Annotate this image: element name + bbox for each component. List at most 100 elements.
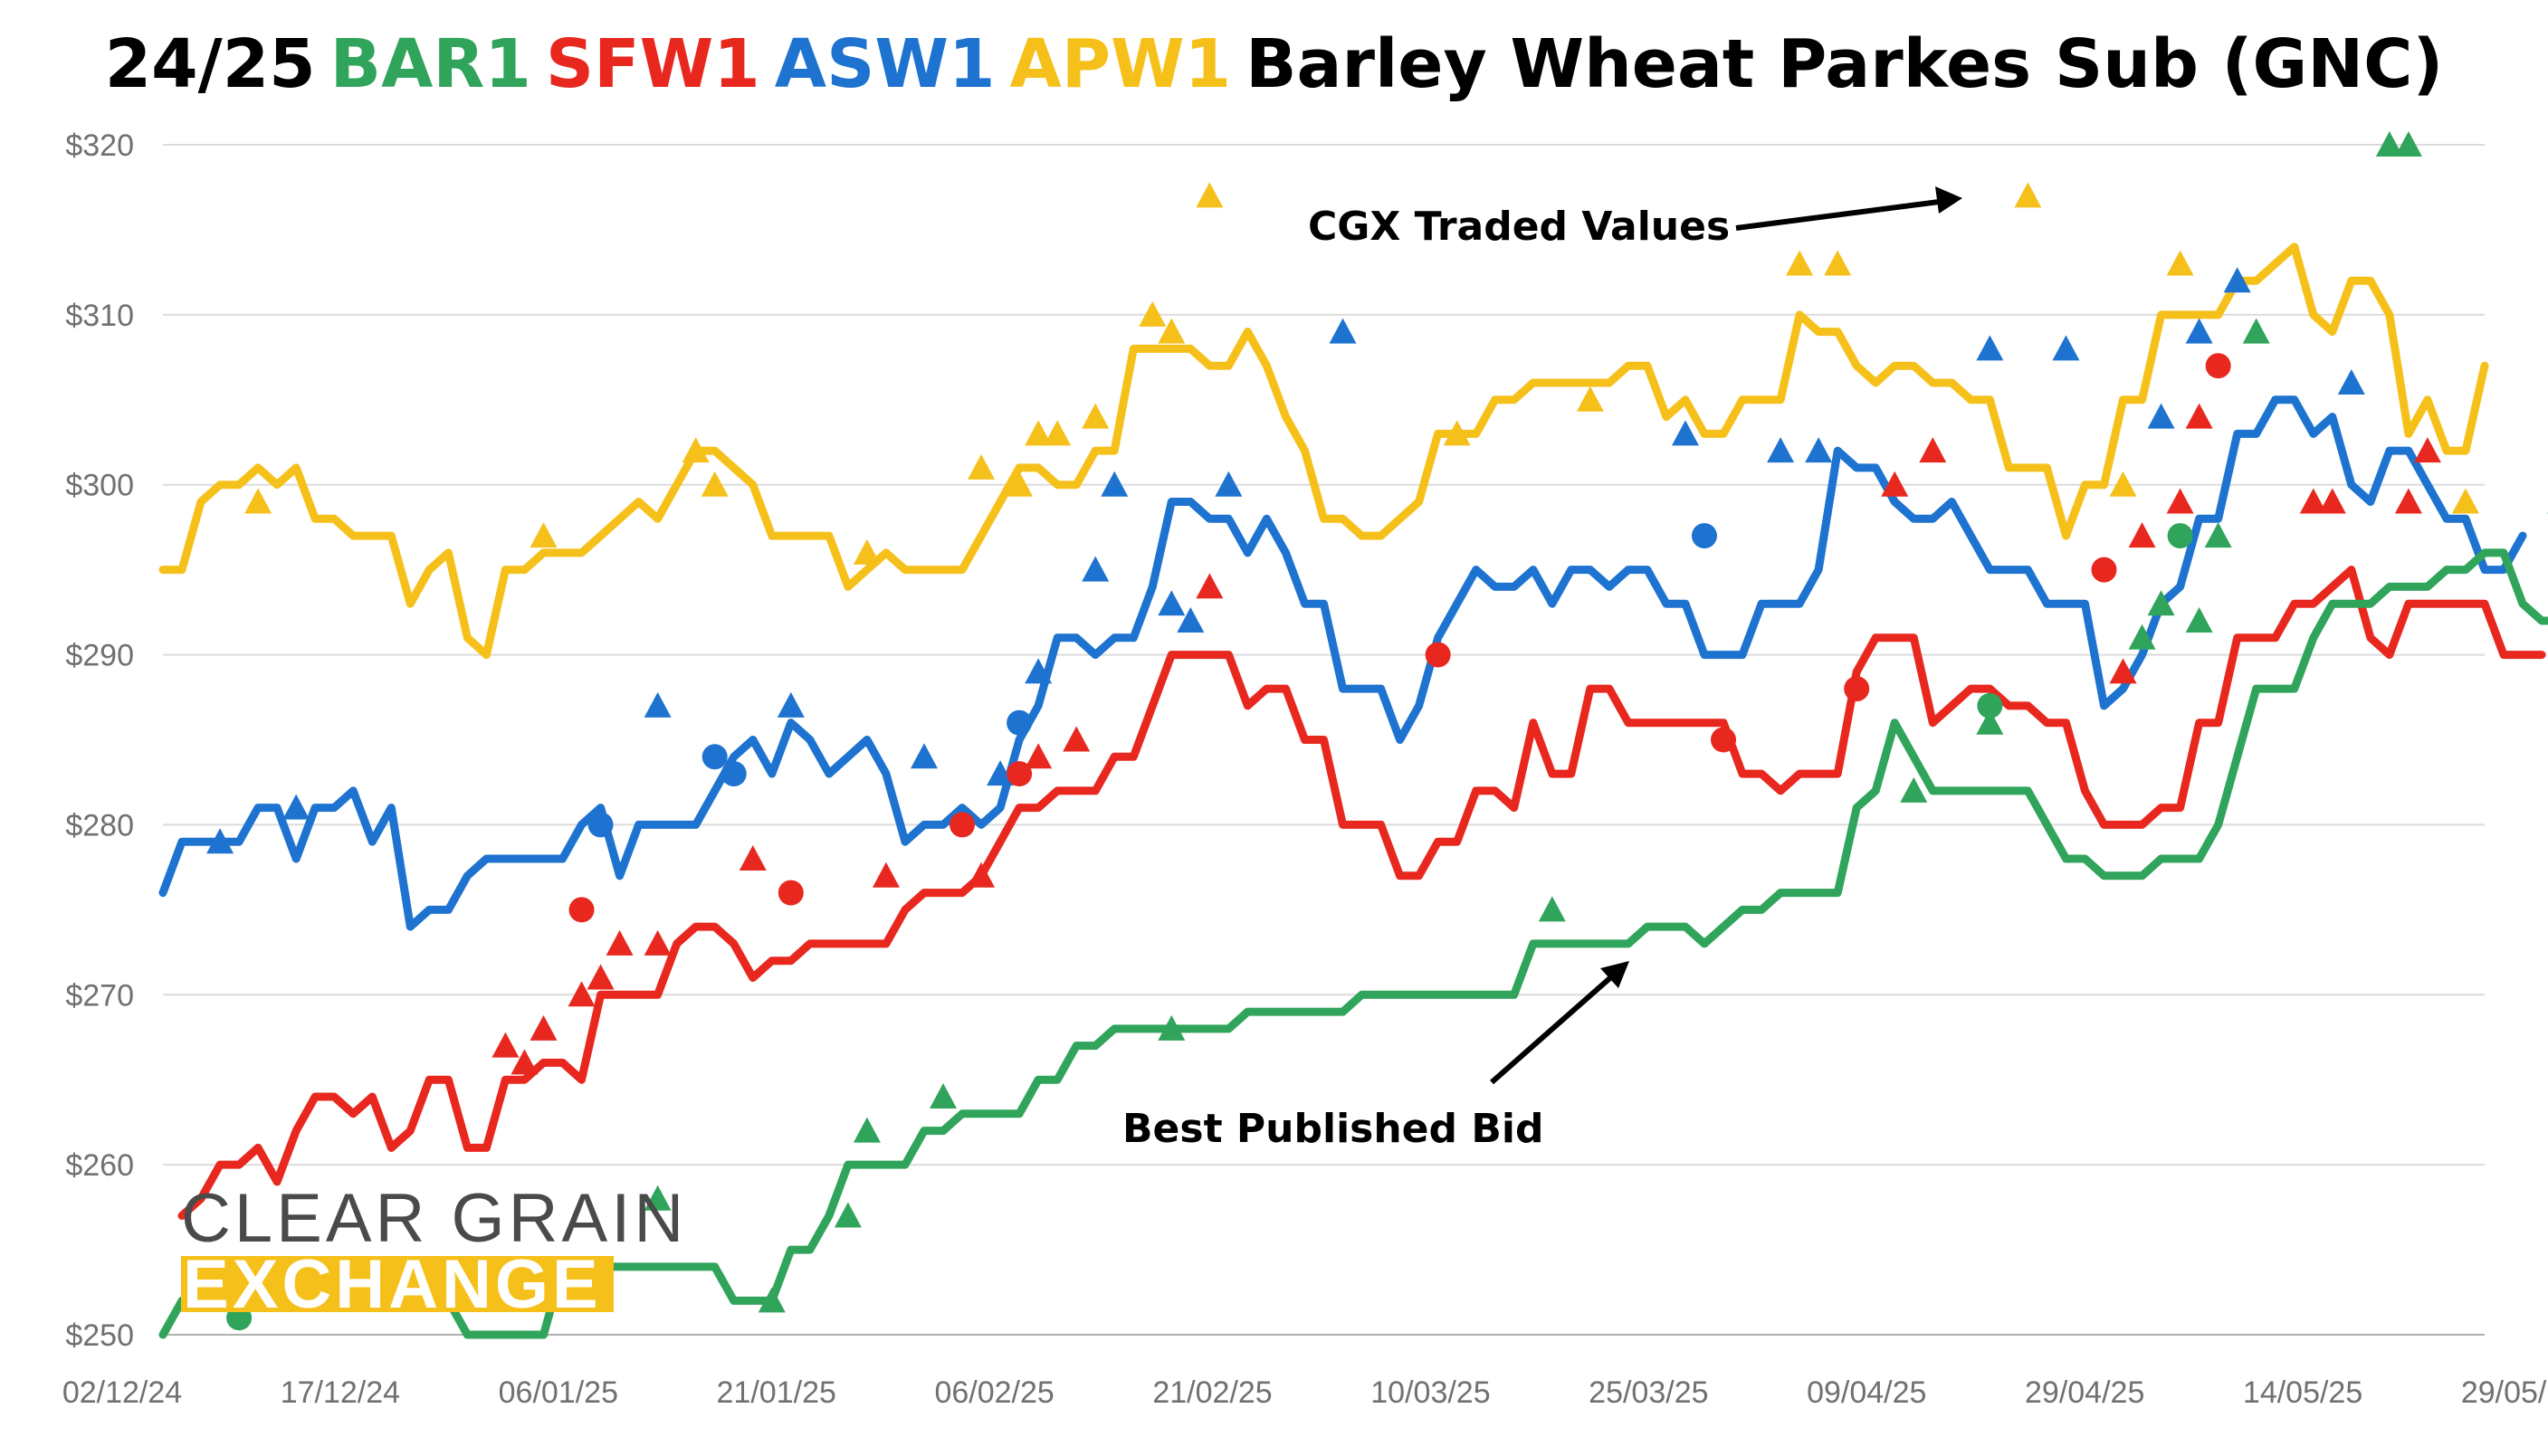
traded-triangle-sfw1: [491, 1032, 520, 1058]
traded-circle-asw1: [587, 812, 614, 838]
traded-circle-asw1: [701, 744, 728, 770]
traded-triangle-apw1: [853, 538, 881, 565]
traded-triangle-asw1: [1215, 471, 1243, 497]
traded-triangle-apw1: [244, 488, 272, 514]
traded-triangle-apw1: [1196, 182, 1224, 208]
y-tick-label: $260: [65, 1148, 134, 1183]
logo-banner: [181, 1256, 614, 1312]
y-tick-label: $250: [65, 1318, 134, 1353]
traded-circle-sfw1: [2205, 353, 2231, 379]
traded-triangle-apw1: [1443, 420, 1471, 446]
traded-triangle-asw1: [987, 760, 1015, 786]
title-series-asw1: ASW1: [774, 25, 996, 103]
x-tick-label: 17/12/24: [281, 1375, 400, 1410]
traded-triangle-bar1: [2204, 522, 2232, 548]
traded-triangle-bar1: [2394, 131, 2422, 157]
traded-triangle-asw1: [1976, 335, 2004, 361]
traded-triangle-asw1: [1329, 318, 1357, 344]
traded-triangle-apw1: [1824, 250, 1852, 276]
annotation-bid: Best Published Bid: [1122, 961, 1629, 1152]
traded-triangle-sfw1: [2185, 403, 2213, 429]
traded-triangle-bar1: [1538, 896, 1566, 922]
traded-circle-sfw1: [778, 880, 804, 906]
traded-triangle-asw1: [2223, 267, 2251, 293]
traded-triangle-sfw1: [968, 861, 996, 888]
x-tick-label: 09/04/25: [1807, 1375, 1926, 1410]
traded-triangle-asw1: [644, 691, 672, 718]
traded-triangle-sfw1: [872, 861, 900, 888]
traded-circle-asw1: [721, 761, 747, 787]
traded-triangle-asw1: [1158, 590, 1186, 616]
annotation-bid-label: Best Published Bid: [1122, 1106, 1543, 1152]
series-line-asw1: [158, 395, 2527, 931]
traded-triangle-asw1: [2337, 369, 2365, 395]
traded-triangle-asw1: [2147, 403, 2175, 429]
traded-triangle-sfw1: [2109, 658, 2137, 684]
x-tick-label: 06/01/25: [499, 1375, 618, 1410]
traded-triangle-sfw1: [2318, 488, 2346, 514]
title-series-apw1: APW1: [1009, 25, 1232, 103]
traded-circle-sfw1: [1711, 727, 1737, 753]
x-tick-label: 21/01/25: [717, 1375, 836, 1410]
traded-triangle-asw1: [1025, 658, 1053, 684]
traded-circle-sfw1: [2091, 557, 2117, 583]
y-tick-label: $270: [65, 978, 134, 1013]
traded-triangle-bar1: [644, 1185, 672, 1211]
title-series-sfw1: SFW1: [545, 25, 760, 103]
y-tick-label: $320: [65, 128, 134, 163]
traded-triangle-apw1: [1006, 471, 1034, 497]
traded-triangle-bar1: [2128, 623, 2156, 650]
logo: CLEAR GRAIN EXCHANGE: [181, 1180, 683, 1323]
x-tick-label: 10/03/25: [1370, 1375, 1490, 1410]
title-prefix: 24/25: [104, 25, 316, 103]
traded-value-markers: [206, 131, 2548, 1331]
series-line-apw1: [158, 243, 2489, 660]
chart-title: 24/25 BAR1 SFW1 ASW1 APW1 Barley Wheat Parkes…: [0, 25, 2548, 103]
traded-triangle-apw1: [530, 522, 558, 548]
traded-triangle-bar1: [2147, 590, 2175, 616]
traded-triangle-apw1: [1158, 318, 1186, 344]
traded-triangle-apw1: [2109, 471, 2137, 497]
traded-triangle-asw1: [1101, 471, 1129, 497]
traded-circle-sfw1: [950, 812, 976, 838]
traded-triangle-apw1: [1576, 385, 1604, 412]
traded-triangle-apw1: [1082, 403, 1110, 429]
series-lines: [158, 243, 2548, 1339]
traded-circle-bar1: [2167, 523, 2193, 549]
y-tick-label: $300: [65, 469, 134, 503]
traded-triangle-bar1: [758, 1287, 786, 1313]
traded-triangle-apw1: [1025, 420, 1053, 446]
traded-triangle-sfw1: [739, 845, 767, 871]
title-suffix: Barley Wheat Parkes Sub (GNC): [1245, 25, 2444, 103]
traded-triangle-apw1: [1786, 250, 1814, 276]
traded-triangle-asw1: [2052, 335, 2080, 361]
annotation-bid-arrowhead: [1600, 961, 1629, 988]
annotation-cgx-label: CGX Traded Values: [1308, 204, 1730, 250]
x-tick-label: 21/02/25: [1152, 1375, 1272, 1410]
traded-triangle-sfw1: [1063, 726, 1091, 752]
x-tick-label: 25/03/25: [1589, 1375, 1708, 1410]
traded-triangle-asw1: [282, 794, 310, 820]
traded-triangle-sfw1: [1196, 573, 1224, 599]
traded-triangle-asw1: [1805, 437, 1833, 463]
traded-triangle-asw1: [1767, 437, 1795, 463]
traded-circle-asw1: [1007, 709, 1033, 736]
traded-triangle-sfw1: [2166, 488, 2194, 514]
traded-circle-sfw1: [1007, 761, 1033, 787]
traded-triangle-apw1: [701, 471, 729, 497]
y-axis-ticks: $250 $260 $270 $280 $290 $300 $310 $320: [65, 128, 134, 1353]
x-tick-label: 29/05/25: [2461, 1375, 2548, 1410]
annotation-cgx-arrow: [1735, 198, 1947, 231]
traded-triangle-asw1: [777, 691, 805, 718]
traded-triangle-apw1: [2451, 488, 2479, 514]
traded-triangle-sfw1: [587, 964, 615, 990]
traded-triangle-sfw1: [2394, 488, 2422, 514]
traded-circle-bar1: [1977, 692, 2003, 718]
annotation-bid-arrow: [1490, 973, 1615, 1085]
logo-line2: EXCHANGE: [183, 1246, 602, 1323]
traded-triangle-asw1: [1082, 556, 1110, 582]
traded-triangle-asw1: [910, 743, 938, 769]
series-line-sfw1: [177, 566, 2546, 1220]
traded-triangle-bar1: [853, 1117, 881, 1143]
y-tick-label: $280: [65, 808, 134, 842]
